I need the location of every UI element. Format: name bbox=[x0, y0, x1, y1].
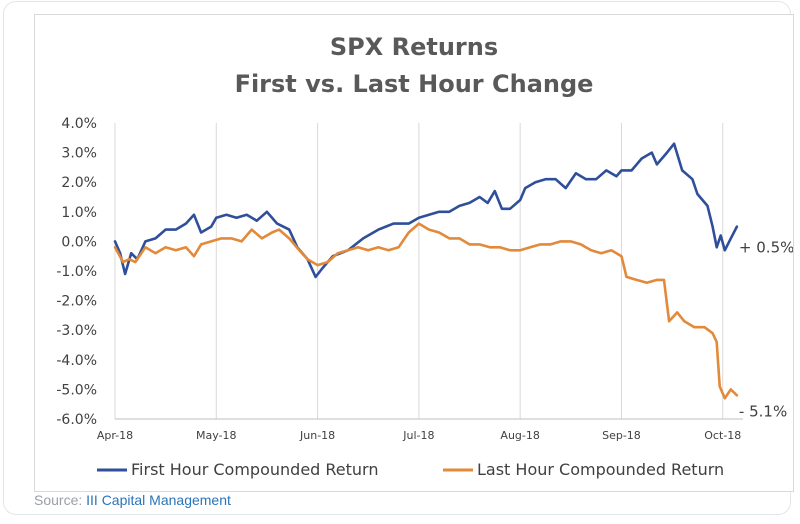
x-tick-label: Jul-18 bbox=[402, 429, 434, 442]
axes: Apr-18 May-18 Jun-18 Jul-18 Aug-18 Sep-18 Oct-… bbox=[56, 116, 743, 442]
source-label: Source: bbox=[34, 492, 83, 508]
last-hour-series-line bbox=[113, 222, 739, 400]
source-line: Source: III Capital Management bbox=[34, 492, 231, 508]
grid bbox=[114, 123, 724, 419]
x-tick-label: May-18 bbox=[196, 429, 237, 442]
y-tick-label: 0.0% bbox=[61, 234, 97, 250]
x-tick-label: Apr-18 bbox=[97, 429, 133, 442]
first-hour-series-line bbox=[113, 142, 739, 279]
x-tick-label: Jun-18 bbox=[299, 429, 335, 442]
x-tick-label: Sep-18 bbox=[602, 429, 641, 442]
chart-subtitle: First vs. Last Hour Change bbox=[235, 70, 594, 98]
end-value-annotation: + 0.5% bbox=[739, 239, 793, 257]
series-lines bbox=[113, 142, 739, 400]
y-tick-label: -2.0% bbox=[56, 294, 97, 310]
y-tick-label: 2.0% bbox=[61, 175, 97, 191]
x-tick-label: Oct-18 bbox=[704, 429, 741, 442]
y-tick-label: -6.0% bbox=[56, 412, 97, 428]
y-tick-label: -3.0% bbox=[56, 323, 97, 339]
legend-entry: First Hour Compounded Return bbox=[131, 460, 379, 479]
line-chart: SPX Returns First vs. Last Hour Change A… bbox=[56, 33, 793, 479]
y-tick-label: -1.0% bbox=[56, 264, 97, 280]
source-link[interactable]: III Capital Management bbox=[86, 492, 231, 508]
chart-frame: SPX Returns First vs. Last Hour Change A… bbox=[34, 14, 794, 492]
end-value-annotation: - 5.1% bbox=[739, 402, 787, 420]
x-tick-label: Aug-18 bbox=[500, 429, 539, 442]
legend-entry: Last Hour Compounded Return bbox=[477, 460, 724, 479]
annotations: + 0.5% - 5.1% bbox=[739, 239, 793, 421]
y-tick-label: 1.0% bbox=[61, 205, 97, 221]
y-tick-label: 4.0% bbox=[61, 116, 97, 132]
y-tick-label: 3.0% bbox=[61, 146, 97, 162]
legend: First Hour Compounded Return Last Hour Co… bbox=[97, 460, 724, 479]
y-tick-label: -4.0% bbox=[56, 353, 97, 369]
chart-card: SPX Returns First vs. Last Hour Change A… bbox=[4, 2, 794, 514]
y-tick-label: -5.0% bbox=[56, 382, 97, 398]
chart-title: SPX Returns bbox=[330, 33, 498, 61]
